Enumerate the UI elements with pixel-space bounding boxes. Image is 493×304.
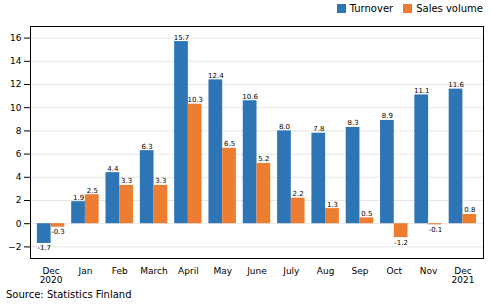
- svg-text:3.3: 3.3: [155, 177, 166, 185]
- svg-text:Oct: Oct: [386, 266, 402, 276]
- svg-text:16: 16: [10, 33, 22, 43]
- svg-text:15.7: 15.7: [174, 34, 190, 42]
- svg-text:10.3: 10.3: [187, 96, 203, 104]
- html-text:Turnover: Turnover: [349, 2, 394, 14]
- svg-text:Feb: Feb: [112, 266, 128, 276]
- svg-text:-0.1: -0.1: [429, 226, 443, 234]
- svg-text:8.3: 8.3: [348, 119, 359, 127]
- html-text:Sales volume: Sales volume: [416, 2, 483, 14]
- svg-text:10.6: 10.6: [242, 93, 258, 101]
- svg-text:Nov: Nov: [420, 266, 438, 276]
- svg-text:12.4: 12.4: [208, 72, 224, 80]
- svg-text:8: 8: [16, 126, 22, 136]
- svg-text:June: June: [246, 266, 267, 276]
- svg-text:1.9: 1.9: [73, 194, 84, 202]
- html-text:Source: Statistics Finland: Source: Statistics Finland: [6, 289, 132, 300]
- svg-text:−2: −2: [8, 242, 21, 252]
- svg-text:Dec2020: Dec2020: [40, 266, 63, 285]
- svg-text:11.1: 11.1: [414, 87, 430, 95]
- svg-text:4.4: 4.4: [107, 165, 119, 173]
- svg-text:6: 6: [16, 149, 22, 159]
- svg-text:2.5: 2.5: [87, 187, 98, 195]
- svg-text:-1.2: -1.2: [394, 239, 408, 247]
- svg-text:4: 4: [16, 172, 22, 182]
- svg-text:12: 12: [10, 79, 21, 89]
- svg-text:0: 0: [16, 219, 22, 229]
- svg-text:8.0: 8.0: [279, 123, 290, 131]
- svg-text:6.3: 6.3: [142, 143, 153, 151]
- svg-text:March: March: [140, 266, 167, 276]
- svg-text:Dec2021: Dec2021: [451, 266, 474, 285]
- svg-text:0.8: 0.8: [464, 206, 475, 214]
- svg-text:11.6: 11.6: [448, 81, 464, 89]
- svg-text:7.8: 7.8: [313, 125, 324, 133]
- svg-text:Aug: Aug: [317, 266, 335, 276]
- svg-text:14: 14: [10, 56, 22, 66]
- svg-text:6.5: 6.5: [224, 140, 235, 148]
- svg-text:10: 10: [10, 103, 22, 113]
- svg-text:May: May: [213, 266, 232, 276]
- svg-text:-1.7: -1.7: [37, 244, 51, 252]
- svg-text:Jan: Jan: [77, 266, 92, 276]
- svg-text:2: 2: [16, 195, 22, 205]
- svg-text:1.3: 1.3: [327, 201, 338, 209]
- svg-text:July: July: [282, 266, 300, 276]
- svg-text:5.2: 5.2: [258, 155, 269, 163]
- svg-text:0.5: 0.5: [361, 210, 372, 218]
- svg-text:2.2: 2.2: [293, 190, 304, 198]
- svg-text:8.9: 8.9: [382, 112, 393, 120]
- svg-text:Sep: Sep: [351, 266, 368, 276]
- svg-text:-0.3: -0.3: [51, 228, 65, 236]
- svg-text:3.3: 3.3: [121, 177, 132, 185]
- svg-text:April: April: [178, 266, 199, 276]
